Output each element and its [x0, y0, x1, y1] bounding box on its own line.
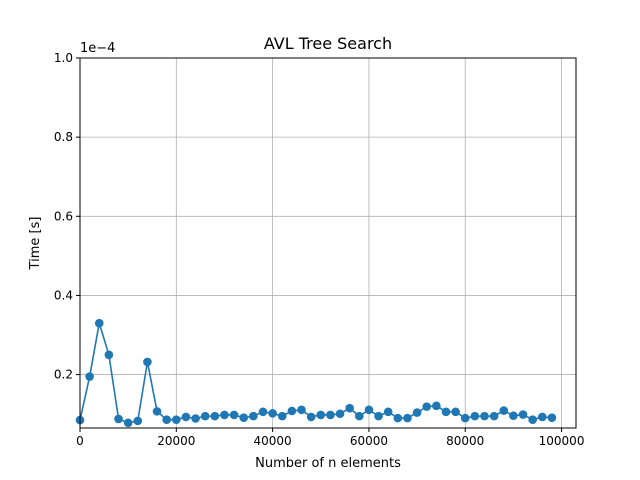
- data-point: [114, 414, 123, 424]
- data-point: [94, 318, 104, 328]
- data-point: [451, 407, 460, 417]
- data-point: [220, 410, 229, 420]
- data-point: [335, 409, 345, 419]
- data-point: [306, 412, 316, 422]
- data-point: [316, 410, 326, 420]
- y-axis-ticks: 0.2 0.4 0.6 0.8 1.0: [54, 51, 80, 382]
- data-point: [172, 415, 181, 424]
- data-point: [200, 411, 210, 421]
- data-point: [249, 411, 258, 421]
- x-tick-label: 100000: [539, 434, 585, 448]
- data-point: [393, 413, 403, 423]
- data-point: [355, 411, 364, 421]
- data-point: [143, 357, 152, 367]
- data-point: [229, 410, 239, 420]
- data-point: [547, 413, 557, 423]
- data-point: [489, 411, 499, 421]
- data-point: [509, 411, 518, 421]
- x-axis-label: Number of n elements: [255, 456, 401, 471]
- data-point: [239, 413, 249, 423]
- data-point: [258, 407, 268, 417]
- data-point: [460, 413, 470, 423]
- data-point: [277, 411, 287, 421]
- data-point: [297, 405, 306, 415]
- data-point: [441, 407, 451, 417]
- data-point: [104, 350, 114, 360]
- chart-title: AVL Tree Search: [264, 34, 392, 53]
- y-axis-label: Time [s]: [28, 217, 43, 271]
- data-point: [210, 411, 220, 421]
- data-point: [345, 403, 354, 413]
- data-point: [123, 418, 133, 428]
- data-point: [364, 405, 374, 415]
- x-tick-label: 60000: [350, 434, 388, 448]
- data-point: [432, 401, 441, 411]
- x-axis-ticks: 0 20000 40000 60000 80000 100000: [76, 428, 584, 448]
- data-point: [383, 407, 393, 417]
- data-point: [85, 372, 94, 381]
- data-point: [528, 415, 537, 424]
- data-point: [499, 406, 509, 415]
- data-point: [374, 411, 383, 421]
- data-point: [326, 410, 335, 420]
- y-tick-label: 0.6: [54, 209, 73, 223]
- data-point: [162, 415, 171, 424]
- x-tick-label: 40000: [254, 434, 292, 448]
- y-tick-label: 1.0: [54, 51, 73, 65]
- data-point: [268, 409, 277, 418]
- x-tick-label: 80000: [446, 434, 484, 448]
- data-point: [470, 411, 480, 421]
- data-point: [152, 407, 162, 416]
- data-point: [287, 406, 297, 416]
- y-tick-label: 0.4: [54, 288, 73, 302]
- data-point: [133, 416, 143, 426]
- x-tick-label: 20000: [157, 434, 195, 448]
- data-point: [422, 402, 432, 411]
- x-tick-label: 0: [76, 434, 84, 448]
- data-point: [191, 414, 200, 423]
- data-point: [537, 412, 547, 422]
- data-point: [181, 412, 191, 422]
- y-tick-label: 0.2: [54, 368, 73, 382]
- y-axis-scale-offset: 1e−4: [80, 41, 115, 56]
- data-series: [75, 318, 557, 428]
- data-point: [412, 408, 422, 417]
- data-point: [403, 413, 412, 423]
- data-point: [518, 410, 528, 419]
- y-tick-label: 0.8: [54, 130, 73, 144]
- plot-area-frame: [79, 57, 577, 429]
- data-point: [480, 411, 489, 421]
